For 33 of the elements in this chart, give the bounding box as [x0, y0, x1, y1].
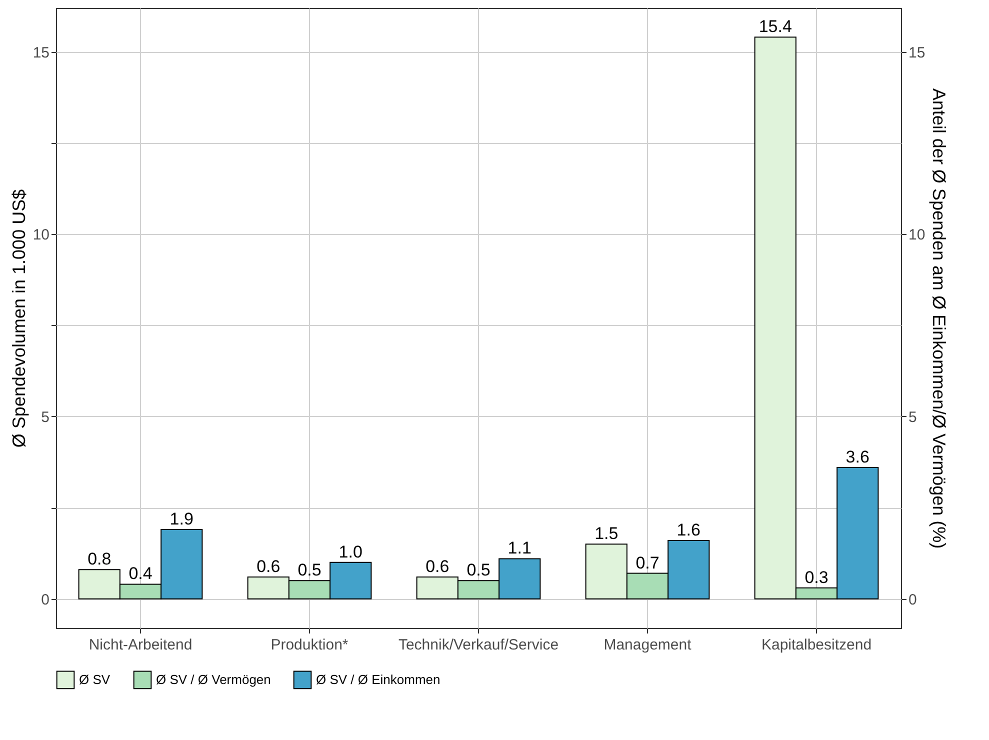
- y-tick-label: 0: [41, 591, 50, 608]
- data-label: 3.6: [846, 448, 870, 467]
- data-label: 0.4: [128, 564, 152, 584]
- y2-tick-label: 10: [908, 226, 926, 244]
- legend-label: Ø SV / Ø Einkommen: [316, 672, 440, 687]
- y-tick-label: 5: [41, 408, 50, 426]
- data-label: 1.9: [170, 510, 194, 529]
- data-label: 1.0: [338, 542, 362, 562]
- data-label: 15.4: [758, 17, 792, 36]
- data-label: 0.7: [636, 553, 660, 572]
- x-tick-label: Technik/Verkauf/Service: [398, 636, 559, 654]
- y-tick-label: 10: [32, 226, 50, 244]
- y2-tick-label: 0: [908, 591, 917, 608]
- y2-axis-title: Anteil der Ø Spenden am Ø Einkommen/Ø Vermögen (%): [929, 88, 950, 549]
- x-tick-label: Produktion*: [270, 636, 348, 654]
- y2-tick-label: 15: [908, 44, 926, 62]
- data-label: 0.5: [298, 560, 322, 580]
- data-label: 0.5: [466, 560, 490, 580]
- x-tick-label: Kapitalbesitzend: [761, 636, 872, 654]
- y2-tick-label: 5: [908, 408, 917, 426]
- y-tick-label: 15: [32, 44, 50, 62]
- data-label: 1.6: [676, 520, 700, 540]
- data-label: 0.8: [88, 550, 112, 569]
- y-axis-title: Ø Spendevolumen in 1.000 US$: [8, 189, 29, 448]
- x-tick-label: Nicht-Arbeitend: [88, 636, 192, 654]
- data-label: 0.6: [426, 556, 450, 576]
- data-label: 1.5: [594, 524, 618, 544]
- x-tick-label: Management: [604, 636, 692, 654]
- data-label: 0.3: [804, 568, 828, 587]
- data-label: 0.6: [256, 556, 280, 576]
- legend-label: Ø SV / Ø Vermögen: [156, 672, 271, 687]
- legend-label: Ø SV: [79, 672, 110, 687]
- data-label: 1.1: [508, 538, 532, 558]
